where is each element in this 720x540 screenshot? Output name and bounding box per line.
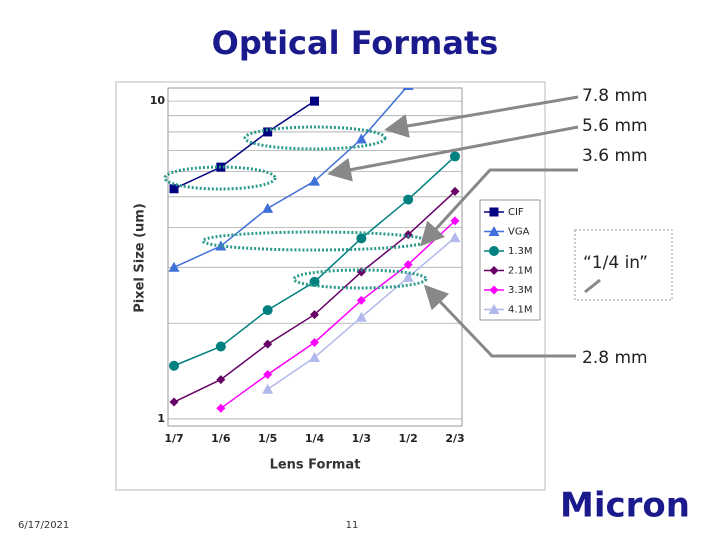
x-tick-label: 1/7	[164, 432, 183, 445]
slide-title: Optical Formats	[212, 24, 499, 62]
marker	[169, 397, 179, 407]
legend-label: 4.1M	[508, 305, 533, 316]
marker	[402, 88, 414, 91]
x-tick-label: 1/5	[258, 432, 277, 445]
legend-label: 2.1M	[508, 266, 533, 277]
marker	[356, 295, 366, 305]
marker	[309, 276, 320, 287]
plot-area	[167, 87, 463, 427]
marker	[310, 337, 319, 347]
marker	[263, 127, 273, 137]
marker	[309, 352, 320, 363]
marker	[450, 216, 460, 226]
annotation: “1/4 in”	[583, 253, 648, 273]
slide-date: 6/17/2021	[18, 520, 69, 531]
annotation: 2.8 mm	[582, 348, 648, 368]
annotation-box	[574, 229, 673, 301]
marker	[262, 305, 273, 316]
marker	[356, 267, 366, 277]
annotation: 3.6 mm	[582, 146, 648, 166]
marker	[355, 133, 367, 144]
arrow	[423, 284, 576, 358]
legend-label: 3.3M	[508, 285, 533, 296]
marker	[355, 311, 367, 322]
marker	[403, 194, 414, 205]
marker	[449, 232, 461, 243]
legend-marker	[489, 246, 499, 256]
x-tick-label: 1/4	[305, 432, 325, 445]
marker	[215, 341, 226, 352]
marker	[262, 202, 274, 213]
highlight-ellipse	[292, 268, 428, 290]
series-line	[220, 220, 456, 409]
series-line	[173, 88, 407, 268]
legend-label: VGA	[508, 227, 530, 238]
marker	[310, 96, 319, 106]
legend-marker	[488, 226, 500, 236]
legend-marker	[489, 266, 499, 275]
arrow	[419, 168, 578, 247]
marker	[263, 369, 273, 379]
marker	[263, 339, 273, 349]
x-tick-label: 1/3	[352, 432, 371, 445]
marker	[216, 375, 226, 385]
y-tick-label: 1	[157, 412, 165, 425]
marker	[450, 186, 460, 196]
annotation: 5.6 mm	[582, 116, 648, 136]
logo: Micron	[560, 486, 690, 526]
legend-marker	[489, 285, 499, 295]
legend-box	[479, 199, 541, 321]
highlight-ellipse	[243, 125, 387, 151]
marker	[309, 175, 320, 186]
arrow	[584, 278, 601, 294]
x-tick-label: 2/3	[445, 432, 464, 445]
marker	[310, 310, 319, 320]
x-tick-label: 1/2	[399, 432, 418, 445]
y-tick-label: 10	[150, 94, 166, 107]
legend-label: 1.3M	[508, 246, 533, 257]
slide-page: 11	[346, 520, 359, 531]
legend-marker	[488, 304, 500, 314]
marker	[402, 271, 414, 282]
marker	[403, 260, 413, 270]
annotation: 7.8 mm	[582, 86, 648, 106]
highlight-ellipse	[163, 165, 277, 191]
marker	[262, 383, 274, 394]
arrow	[327, 125, 579, 182]
marker	[168, 261, 180, 272]
y-axis-label: Pixel Size (um)	[133, 203, 148, 313]
marker	[215, 240, 227, 251]
legend-label: CIF	[508, 207, 524, 218]
marker	[169, 184, 179, 194]
x-tick-label: 1/6	[211, 432, 231, 445]
x-axis-label: Lens Format	[270, 458, 361, 473]
marker	[169, 360, 179, 371]
arrows	[327, 95, 601, 358]
legend-marker	[489, 207, 499, 217]
series-line	[173, 100, 315, 190]
marker	[356, 233, 367, 244]
arrow	[384, 95, 579, 138]
marker	[216, 403, 226, 413]
marker	[450, 151, 460, 162]
